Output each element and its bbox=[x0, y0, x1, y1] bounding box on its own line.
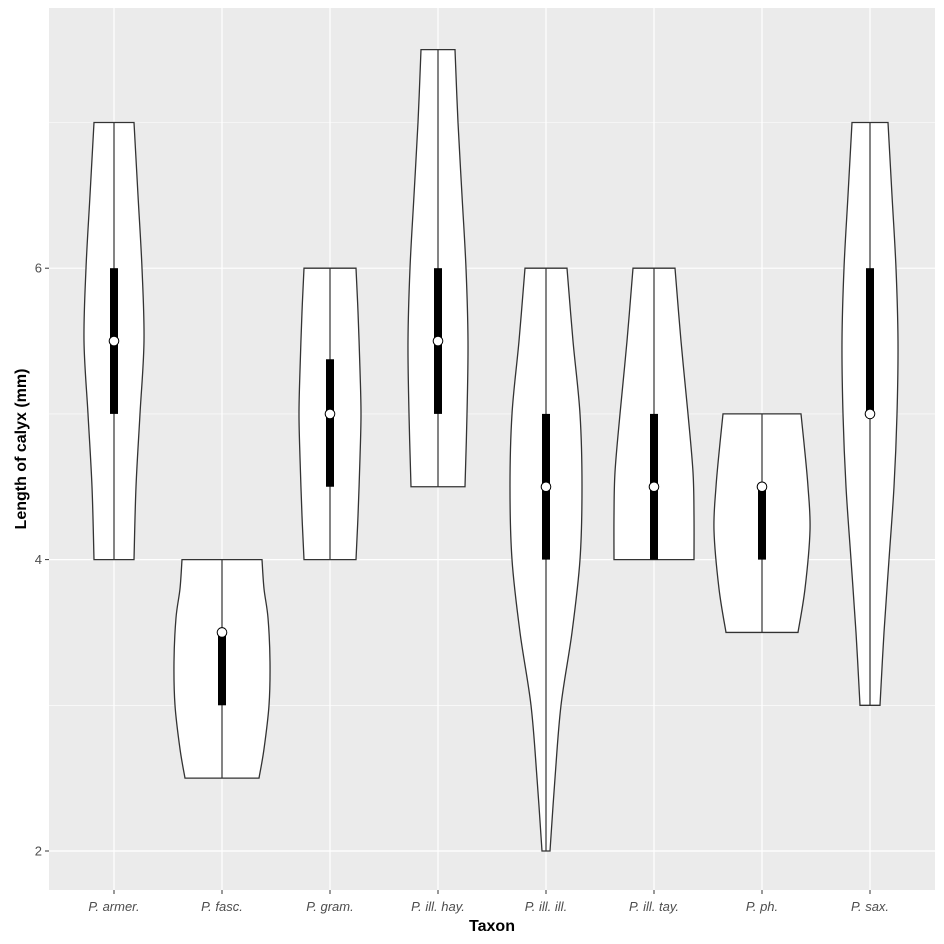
x-tick-label: P. ph. bbox=[746, 899, 778, 914]
x-tick-label: P. armer. bbox=[88, 899, 139, 914]
iqr-box bbox=[866, 268, 874, 414]
median-point bbox=[756, 481, 768, 493]
violin-p-ill-hay bbox=[407, 49, 469, 488]
x-tick-label: P. fasc. bbox=[201, 899, 243, 914]
median-point bbox=[108, 335, 120, 347]
median-point bbox=[432, 335, 444, 347]
y-tick-label: 2 bbox=[35, 844, 42, 859]
median-point bbox=[864, 408, 876, 420]
iqr-box bbox=[758, 486, 766, 560]
y-tick-label: 6 bbox=[35, 261, 42, 276]
violins bbox=[83, 49, 899, 852]
median-point bbox=[540, 481, 552, 493]
iqr-box bbox=[326, 359, 334, 487]
y-axis: 2 4 6 bbox=[35, 261, 49, 859]
violin-p-ph bbox=[713, 413, 811, 634]
x-axis: P. armer. P. fasc. P. gram. P. ill. hay. P. … bbox=[88, 890, 889, 914]
median-point bbox=[324, 408, 336, 420]
violin-p-ill-ill bbox=[509, 267, 583, 852]
violin-p-ill-tay bbox=[613, 267, 695, 561]
median-point bbox=[216, 627, 228, 638]
violin-p-sax bbox=[841, 121, 899, 706]
x-tick-label: P. ill. tay. bbox=[629, 899, 679, 914]
median-point bbox=[648, 481, 660, 493]
x-tick-label: P. ill. hay. bbox=[411, 899, 465, 914]
violin-p-fasc bbox=[173, 558, 271, 779]
x-tick-label: P. gram. bbox=[306, 899, 353, 914]
iqr-box bbox=[218, 632, 226, 706]
violin-p-gram bbox=[298, 267, 362, 561]
x-tick-label: P. ill. ill. bbox=[525, 899, 567, 914]
x-axis-title: Taxon bbox=[469, 918, 515, 935]
y-tick-label: 4 bbox=[35, 552, 42, 567]
violin-p-armer bbox=[83, 121, 145, 561]
y-axis-title: Length of calyx (mm) bbox=[13, 369, 30, 530]
x-tick-label: P. sax. bbox=[851, 899, 889, 914]
